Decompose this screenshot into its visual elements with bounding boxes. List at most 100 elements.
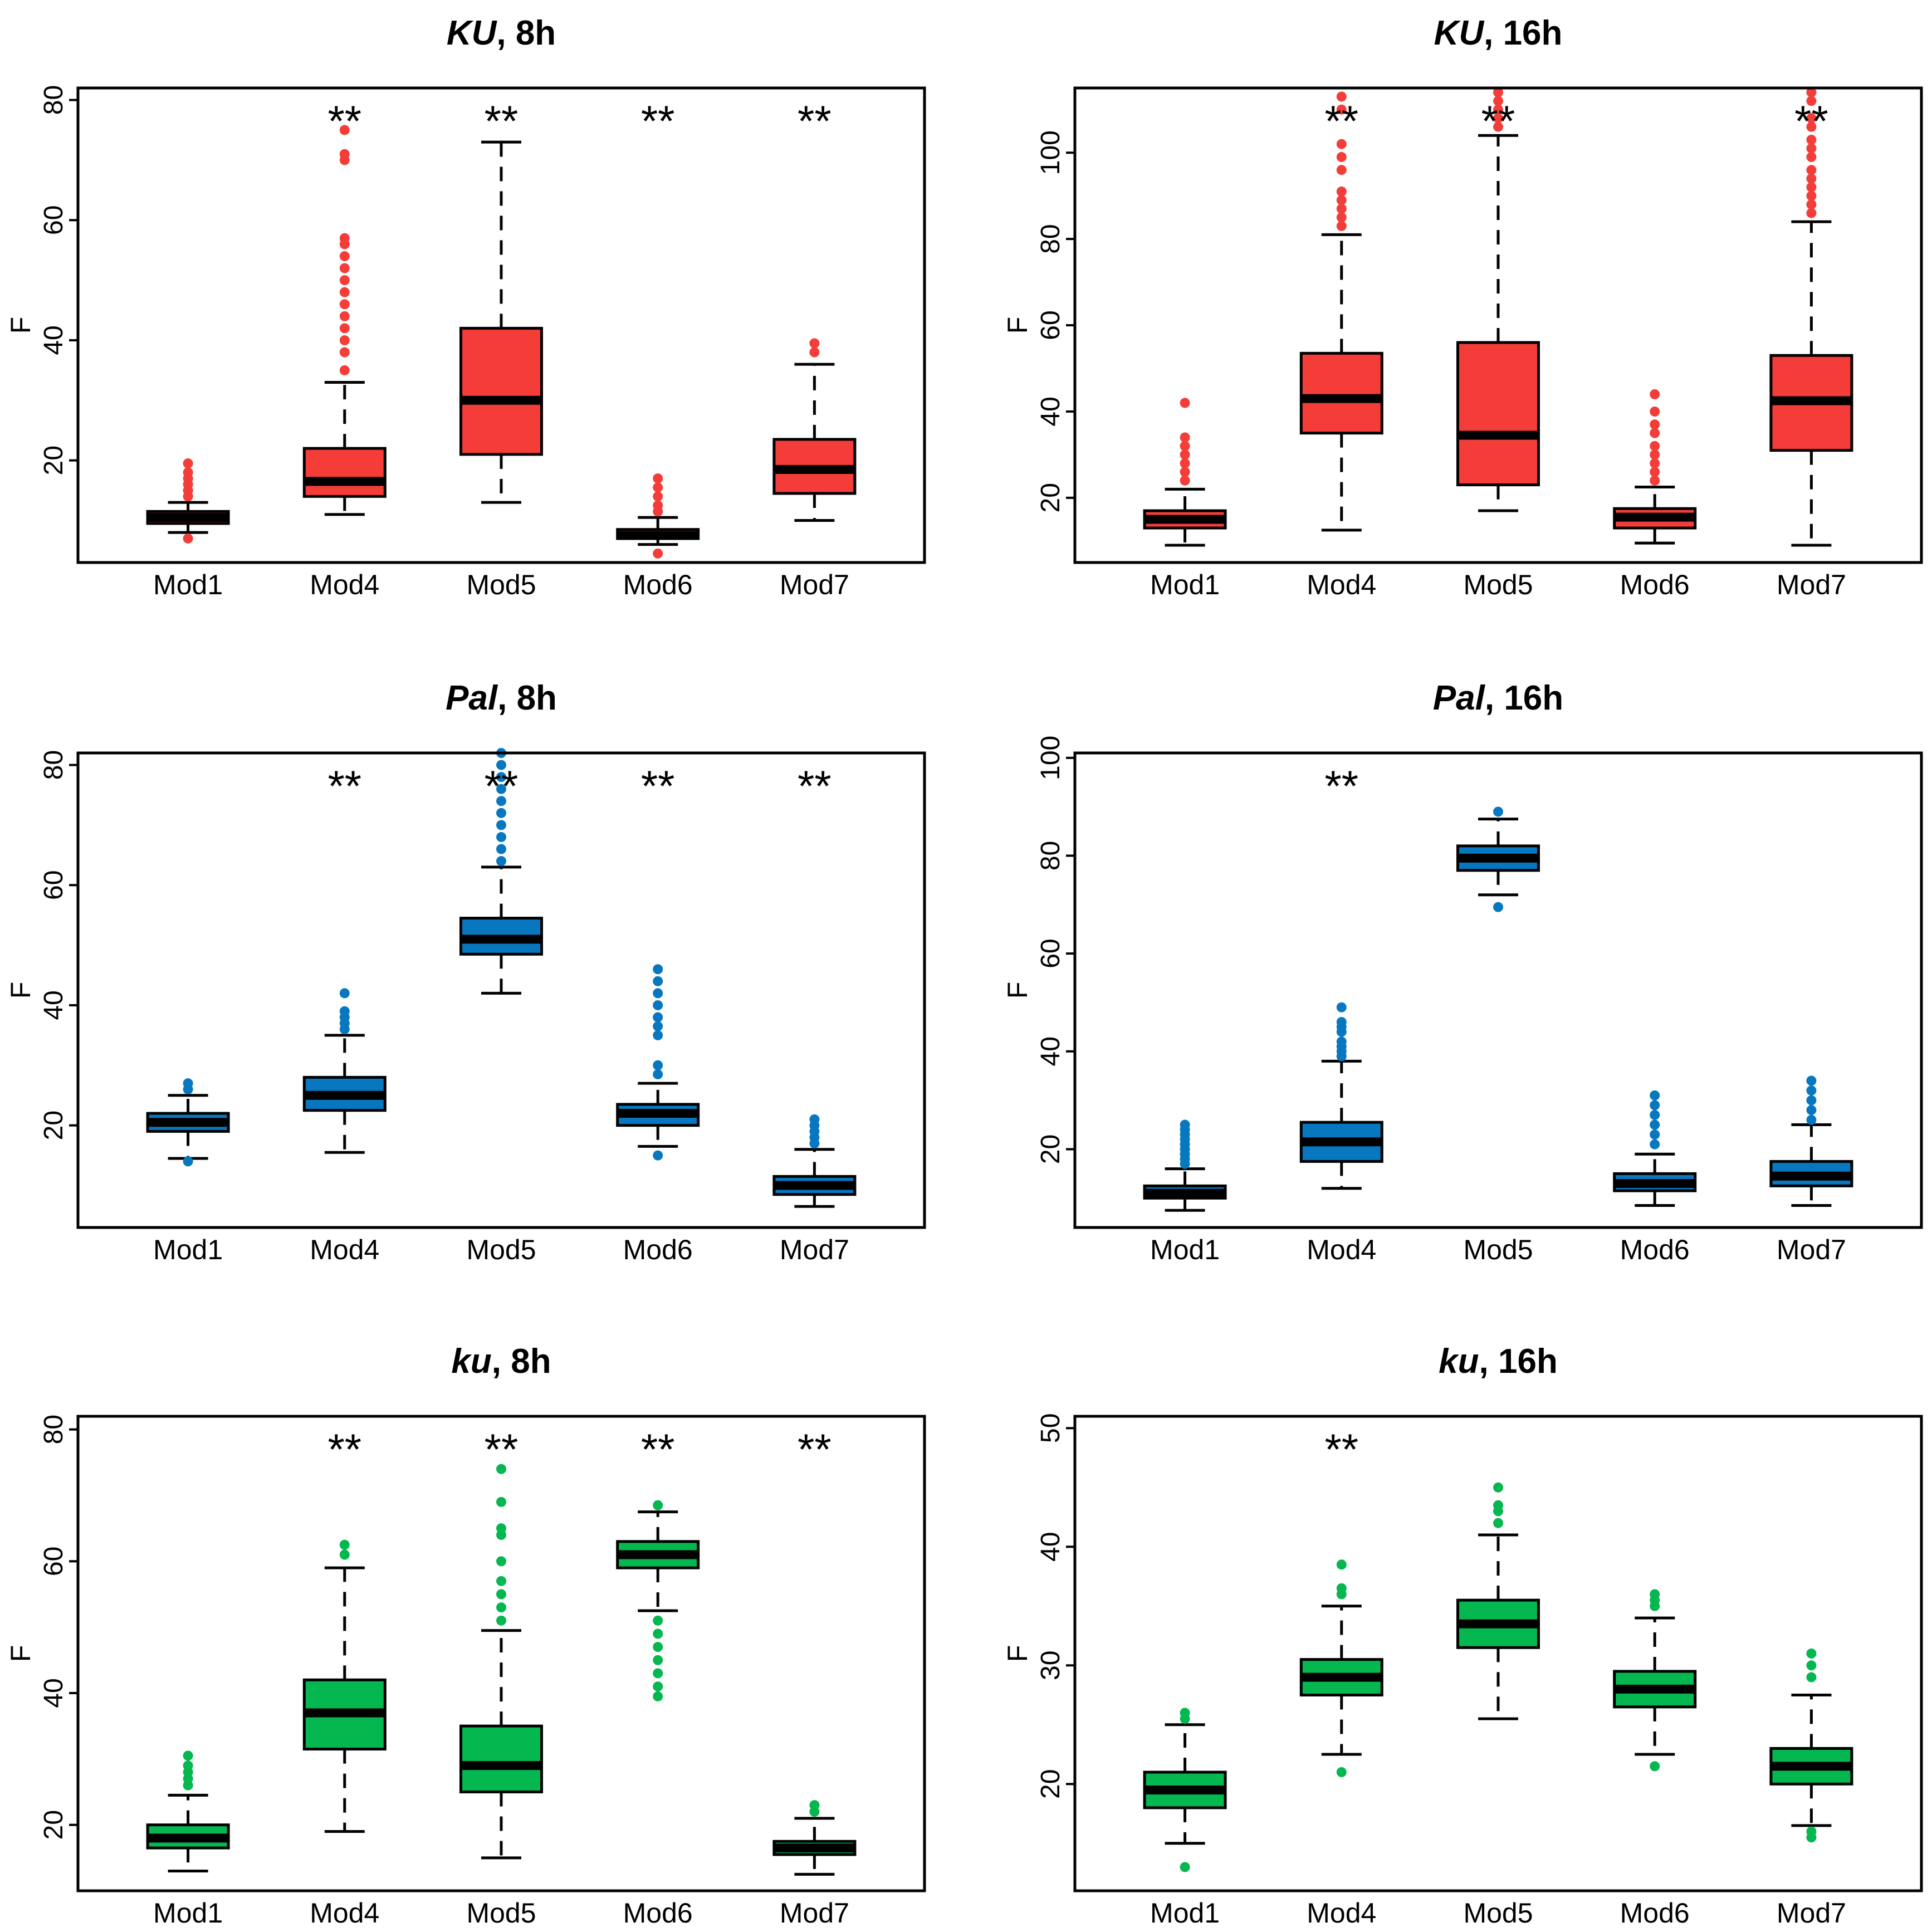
panel-title: KU, 16h (1434, 14, 1563, 52)
outlier-point (653, 1021, 663, 1031)
outlier-point (1336, 91, 1347, 102)
outlier-point (1493, 902, 1503, 912)
box-Mod7 (772, 1800, 857, 1876)
box-Mod4 (1299, 1559, 1383, 1777)
x-tick-label: Mod5 (466, 1897, 536, 1929)
x-tick-label: Mod7 (780, 1234, 849, 1265)
outlier-point (1336, 139, 1347, 149)
plot-frame (1073, 1415, 1923, 1892)
outlier-point (1493, 96, 1503, 106)
x-tick-label: Mod4 (1307, 569, 1376, 600)
outlier-point (496, 1523, 506, 1534)
panel-title-rest: , 16h (1485, 679, 1563, 717)
outlier-point (1180, 398, 1190, 408)
outlier-point (653, 988, 663, 999)
outlier-point (653, 1030, 663, 1040)
outlier-point (653, 1500, 663, 1510)
x-tick-label: Mod1 (153, 569, 223, 600)
significance-marker: ** (798, 761, 832, 810)
outlier-point (809, 1800, 820, 1811)
x-tick-label: Mod5 (1463, 569, 1533, 600)
outlier-point (653, 1642, 663, 1652)
outlier-point (1180, 1119, 1190, 1130)
outlier-point (496, 1464, 506, 1474)
outlier-point (496, 808, 506, 818)
x-tick-label: Mod5 (466, 569, 536, 600)
box-Mod1 (146, 1078, 230, 1167)
x-tick-label: Mod7 (780, 569, 849, 600)
box-Mod5 (1456, 87, 1540, 512)
outlier-point (1806, 1649, 1817, 1659)
outlier-point (1180, 1708, 1190, 1718)
significance-marker: ** (798, 96, 832, 145)
y-axis-label: F (5, 1645, 36, 1662)
outlier-point (1336, 1559, 1347, 1570)
box-Mod6 (1613, 1589, 1697, 1772)
outlier-point (1650, 406, 1660, 417)
outlier-point (653, 500, 663, 511)
significance-marker: ** (641, 96, 675, 145)
panel-title-italic: ku (1439, 1342, 1479, 1381)
outlier-point (1650, 1109, 1660, 1120)
outlier-point (496, 772, 506, 782)
outlier-point (809, 1114, 820, 1124)
outlier-point (653, 1060, 663, 1070)
y-tick-label: 80 (39, 1415, 69, 1444)
outlier-point (1650, 1100, 1660, 1111)
y-tick-label: 40 (39, 990, 69, 1020)
outlier-point (496, 832, 506, 842)
y-tick-label: 80 (39, 85, 69, 115)
outlier-point (1806, 1832, 1817, 1843)
y-tick-label: 100 (1036, 736, 1065, 780)
outlier-point (653, 473, 663, 484)
x-tick-label: Mod4 (1307, 1234, 1376, 1265)
x-tick-label: Mod1 (1150, 1234, 1220, 1265)
panel-title-rest: , 8h (496, 14, 556, 52)
outlier-point (653, 548, 663, 559)
x-tick-label: Mod7 (1777, 1897, 1846, 1929)
y-tick-label: 60 (39, 206, 69, 235)
y-tick-label: 20 (1036, 483, 1065, 512)
outlier-point (496, 1602, 506, 1613)
panel-title-italic: ku (451, 1342, 491, 1381)
outlier-point (339, 347, 350, 358)
outlier-point (1806, 182, 1817, 193)
outlier-point (653, 976, 663, 986)
significance-marker: ** (1324, 761, 1358, 810)
outlier-point (1650, 1090, 1660, 1100)
outlier-point (1650, 441, 1660, 451)
significance-marker: ** (798, 1425, 832, 1474)
box-Mod1 (146, 458, 230, 544)
y-tick-label: 40 (1036, 1532, 1065, 1562)
significance-marker: ** (1324, 1425, 1358, 1474)
outlier-point (1806, 96, 1817, 106)
outlier-point (1493, 1518, 1503, 1528)
outlier-point (653, 1615, 663, 1626)
x-tick-label: Mod4 (310, 569, 379, 600)
x-tick-label: Mod5 (1463, 1897, 1533, 1929)
outlier-point (653, 1681, 663, 1692)
y-tick-label: 60 (1036, 938, 1065, 968)
outlier-point (183, 1078, 193, 1089)
outlier-point (339, 275, 350, 286)
outlier-point (1650, 475, 1660, 486)
outlier-point (1180, 432, 1190, 443)
panel-3: Pal, 8h F 20 40 60 80 Mod1 Mod4 ** Mod5 ** Mod6 ** Mo… (5, 679, 926, 1265)
panel-title: ku, 8h (451, 1342, 551, 1381)
outlier-point (1806, 143, 1817, 154)
outlier-point (1650, 1761, 1660, 1772)
panel-title: Pal, 8h (446, 679, 557, 717)
box-Mod1 (1143, 1119, 1227, 1212)
iqr-box (459, 326, 543, 456)
y-tick-label: 20 (39, 446, 69, 475)
y-tick-label: 20 (39, 1810, 69, 1840)
outlier-point (339, 263, 350, 273)
outlier-point (339, 988, 350, 999)
outlier-point (1806, 134, 1817, 145)
y-tick-label: 60 (39, 1547, 69, 1576)
panel-title-italic: Pal (446, 679, 498, 717)
outlier-point (653, 491, 663, 502)
outlier-point (1650, 419, 1660, 430)
outlier-point (339, 365, 350, 375)
outlier-point (1806, 1660, 1817, 1671)
